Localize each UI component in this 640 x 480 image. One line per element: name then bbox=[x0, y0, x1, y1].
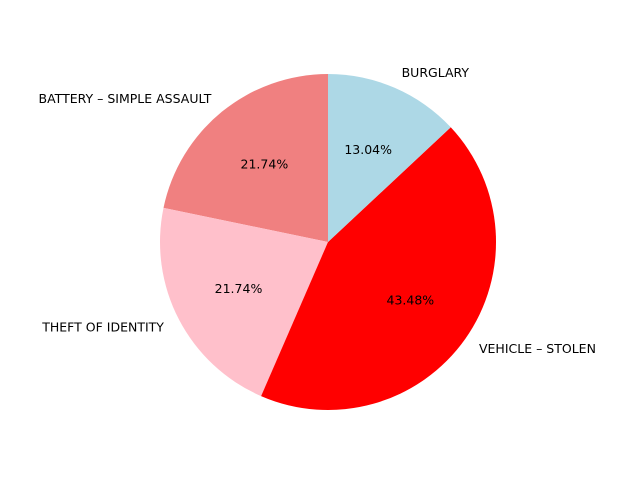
slice-label-burglary: BURGLARY bbox=[402, 65, 470, 80]
slices-layer bbox=[159, 73, 497, 411]
slice-percent-theft-of-identity: 21.74% bbox=[215, 281, 263, 296]
slice-label-vehicle-stolen: VEHICLE – STOLEN bbox=[479, 341, 596, 356]
slice-label-battery-simple-assault: BATTERY – SIMPLE ASSAULT bbox=[39, 91, 212, 106]
pie-slice-battery-simple-assault bbox=[163, 74, 328, 242]
pie-slice-theft-of-identity bbox=[159, 207, 328, 397]
slice-percent-burglary: 13.04% bbox=[344, 142, 392, 157]
slice-percent-battery-simple-assault: 21.74% bbox=[241, 156, 289, 171]
pie-slice-burglary bbox=[328, 73, 451, 242]
pie-slice-vehicle-stolen bbox=[261, 127, 497, 411]
slice-label-theft-of-identity: THEFT OF IDENTITY bbox=[41, 320, 164, 335]
labels-layer: BATTERY – SIMPLE ASSAULT 21.74% THEFT OF I… bbox=[39, 65, 596, 356]
slice-percent-vehicle-stolen: 43.48% bbox=[387, 293, 435, 308]
